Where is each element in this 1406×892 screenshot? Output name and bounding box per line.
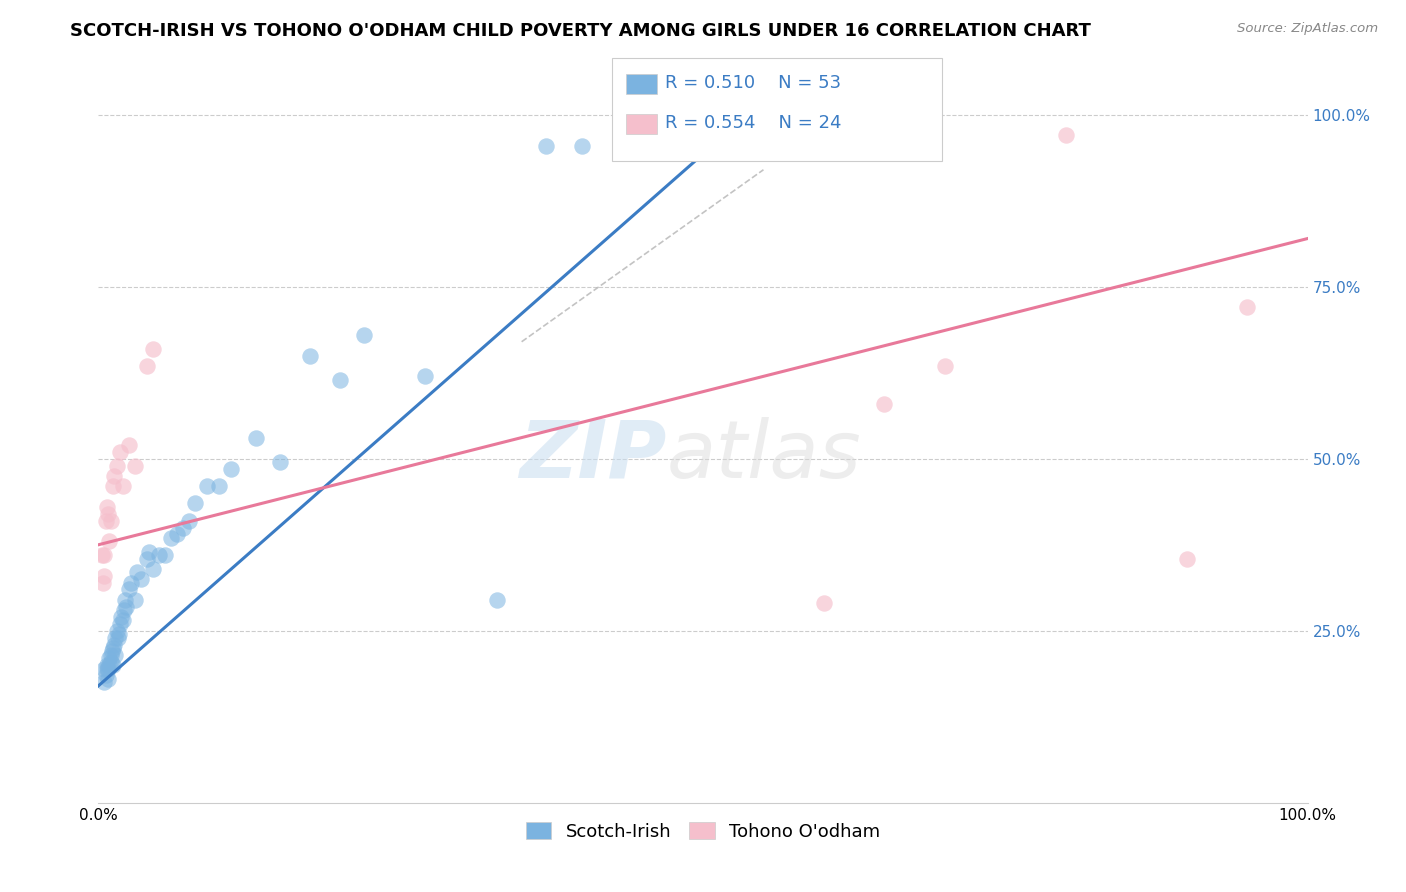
Point — [873, 397, 896, 411]
Point — [93, 675, 115, 690]
Point — [103, 469, 125, 483]
Point — [96, 662, 118, 676]
Point — [105, 458, 128, 473]
Point — [486, 592, 509, 607]
Point — [120, 575, 142, 590]
Point — [138, 544, 160, 558]
Point — [98, 658, 121, 673]
Text: atlas: atlas — [666, 417, 862, 495]
Point — [118, 582, 141, 597]
Point — [195, 479, 218, 493]
Point — [1054, 128, 1077, 143]
Point — [142, 562, 165, 576]
Point — [135, 359, 157, 373]
Point — [179, 514, 201, 528]
Point — [269, 455, 291, 469]
Point — [124, 458, 146, 473]
Point — [104, 631, 127, 645]
Point — [105, 624, 128, 638]
Point — [184, 496, 207, 510]
Point — [96, 500, 118, 514]
Point — [100, 655, 122, 669]
Point — [813, 596, 835, 610]
Point — [153, 548, 176, 562]
Point — [299, 349, 322, 363]
Point — [93, 568, 115, 582]
Point — [115, 599, 138, 614]
Point — [534, 138, 557, 153]
Point — [108, 627, 131, 641]
Point — [98, 534, 121, 549]
Point — [97, 662, 120, 676]
Legend: Scotch-Irish, Tohono O'odham: Scotch-Irish, Tohono O'odham — [519, 814, 887, 848]
Point — [108, 445, 131, 459]
Point — [93, 662, 115, 676]
Point — [329, 373, 352, 387]
Point — [118, 438, 141, 452]
Point — [571, 138, 593, 153]
Point — [101, 479, 124, 493]
Point — [110, 610, 132, 624]
Point — [97, 672, 120, 686]
Point — [1236, 301, 1258, 315]
Point — [91, 575, 114, 590]
Point — [96, 658, 118, 673]
Point — [135, 551, 157, 566]
Point — [221, 462, 243, 476]
Point — [111, 479, 134, 493]
Point — [101, 658, 124, 673]
Point — [127, 566, 149, 580]
Point — [172, 520, 194, 534]
Point — [245, 431, 267, 445]
Point — [413, 369, 436, 384]
Point — [98, 651, 121, 665]
Point — [101, 640, 124, 655]
Point — [1175, 551, 1198, 566]
Point — [353, 327, 375, 342]
Point — [94, 668, 117, 682]
Text: Source: ZipAtlas.com: Source: ZipAtlas.com — [1237, 22, 1378, 36]
Text: ZIP: ZIP — [519, 417, 666, 495]
Point — [112, 603, 135, 617]
Point — [166, 527, 188, 541]
Point — [108, 616, 131, 631]
Point — [97, 507, 120, 521]
Point — [107, 631, 129, 645]
Point — [103, 638, 125, 652]
Text: R = 0.510    N = 53: R = 0.510 N = 53 — [665, 74, 841, 92]
Point — [148, 548, 170, 562]
Point — [114, 592, 136, 607]
Point — [129, 572, 152, 586]
Point — [100, 648, 122, 662]
Point — [93, 548, 115, 562]
Text: SCOTCH-IRISH VS TOHONO O'ODHAM CHILD POVERTY AMONG GIRLS UNDER 16 CORRELATION CH: SCOTCH-IRISH VS TOHONO O'ODHAM CHILD POV… — [70, 22, 1091, 40]
Text: R = 0.554    N = 24: R = 0.554 N = 24 — [665, 114, 842, 132]
Point — [100, 644, 122, 658]
Point — [934, 359, 956, 373]
Point — [142, 342, 165, 356]
Point — [94, 514, 117, 528]
Point — [208, 479, 231, 493]
Point — [124, 592, 146, 607]
Point — [100, 514, 122, 528]
Point — [91, 548, 114, 562]
Point — [111, 614, 134, 628]
Point — [104, 648, 127, 662]
Point — [160, 531, 183, 545]
